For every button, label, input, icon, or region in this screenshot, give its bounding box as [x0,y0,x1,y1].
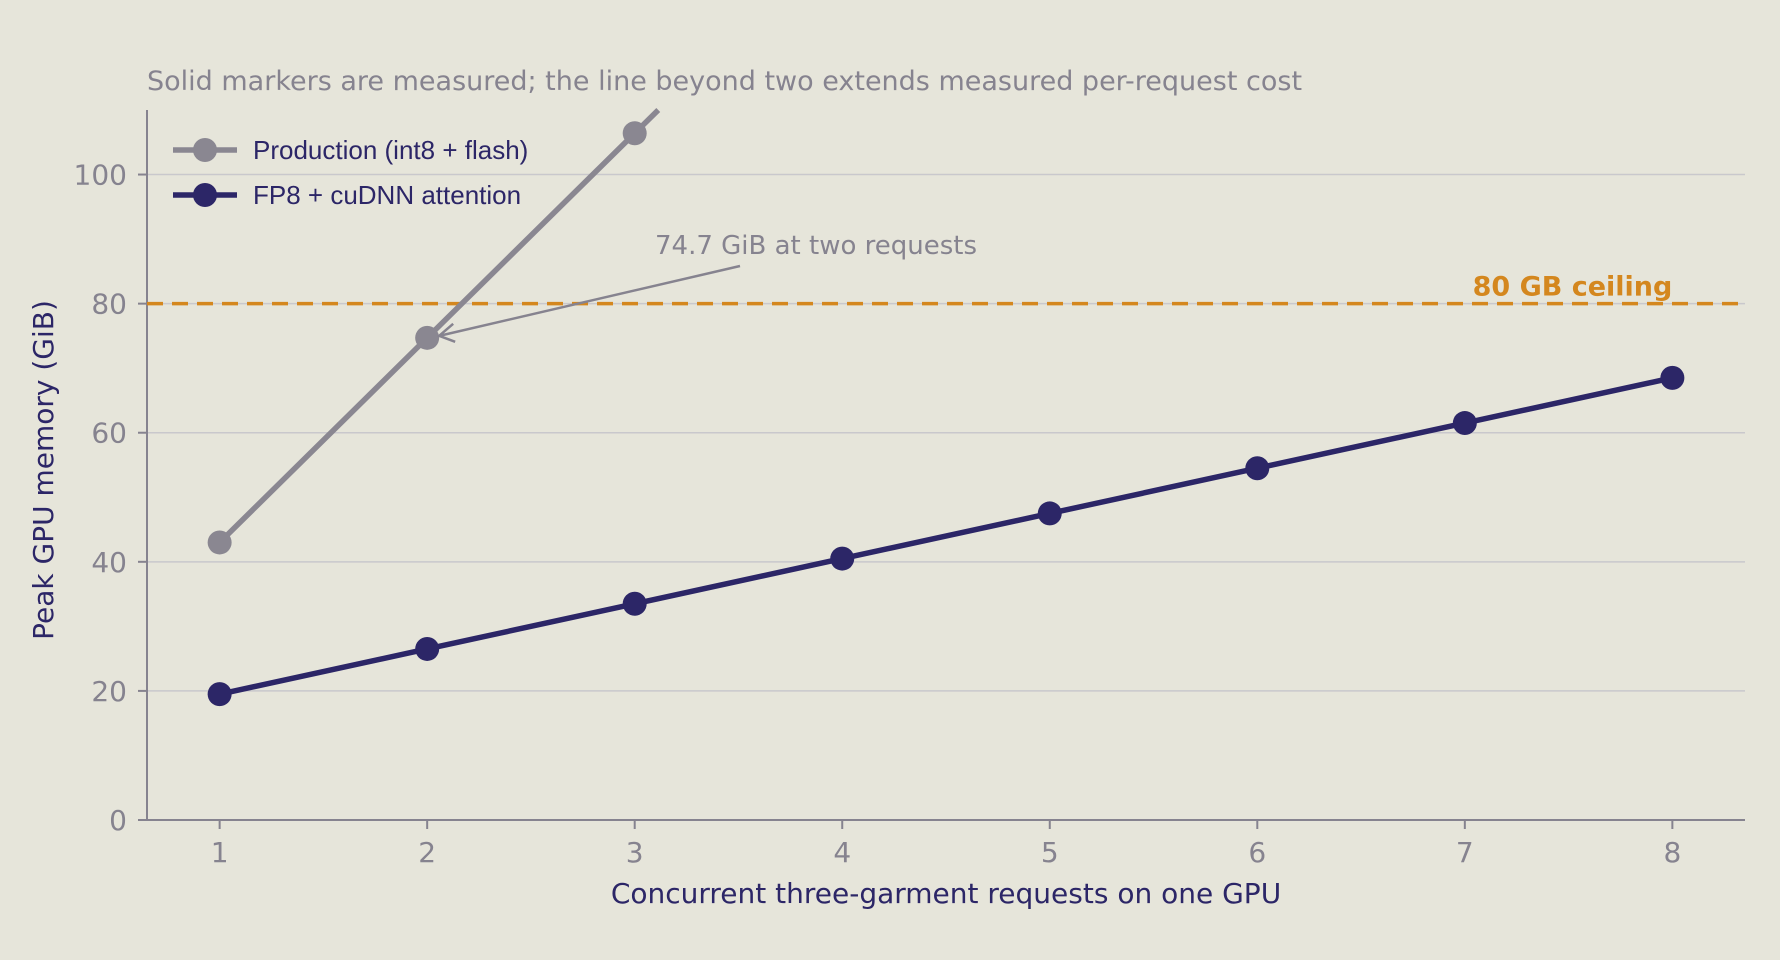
series-line-1 [219,375,1673,697]
x-tick-label-7: 7 [1456,836,1474,869]
y-tick-label-20: 20 [91,675,127,708]
reference-line-group: 80 GB ceiling [147,272,1745,306]
series-0-point-1 [207,530,232,555]
legend-label-1: FP8 + cuDNN attention [253,180,521,210]
series-1-point-5 [1037,501,1062,526]
series-1 [207,365,1685,707]
x-tick-label-5: 5 [1041,836,1059,869]
series-0-point-2 [415,325,440,350]
x-tick-label-3: 3 [626,836,644,869]
axes [138,110,1745,829]
annotation-text: 74.7 GiB at two requests [655,231,977,261]
series-1-point-4 [830,546,855,571]
annotation-arrow-head [436,322,456,344]
ceiling-label: 80 GB ceiling [1473,272,1673,303]
series-1-point-2 [415,636,440,661]
legend-item-1: FP8 + cuDNN attention [173,180,521,210]
chart-subtitle: Solid markers are measured; the line bey… [147,66,1302,97]
series-1-point-6 [1245,456,1270,481]
x-axis-label: Concurrent three-garment requests on one… [611,877,1281,910]
y-tick-label-60: 60 [91,417,127,450]
legend-marker-1 [193,183,217,207]
series-line-0 [217,108,661,545]
legend-marker-0 [193,138,217,162]
y-tick-label-100: 100 [74,159,127,192]
y-axis-label: Peak GPU memory (GiB) [27,300,60,640]
series-1-point-7 [1452,411,1477,436]
x-tick-label-6: 6 [1248,836,1266,869]
annotation-arrow-line [438,264,741,338]
x-tick-label-8: 8 [1663,836,1681,869]
y-tick-label-40: 40 [91,546,127,579]
legend: Production (int8 + flash) FP8 + cuDNN att… [173,135,528,210]
legend-item-0: Production (int8 + flash) [173,135,528,165]
annotation-group: 74.7 GiB at two requests [436,231,977,344]
x-tick-label-1: 1 [211,836,229,869]
x-tick-label-4: 4 [833,836,851,869]
x-tick-label-2: 2 [418,836,436,869]
x-tick-labels: 1 2 3 4 5 6 7 8 [211,836,1682,869]
series-1-point-3 [622,591,647,616]
y-tick-label-0: 0 [109,804,127,837]
y-tick-label-80: 80 [91,288,127,321]
legend-label-0: Production (int8 + flash) [253,135,528,165]
series-0 [207,108,661,555]
series-group [207,108,1685,707]
y-tick-labels: 0 20 40 60 80 100 [74,159,127,837]
series-1-point-8 [1660,365,1685,390]
series-0-point-3 [622,121,647,146]
series-1-point-1 [207,682,232,707]
